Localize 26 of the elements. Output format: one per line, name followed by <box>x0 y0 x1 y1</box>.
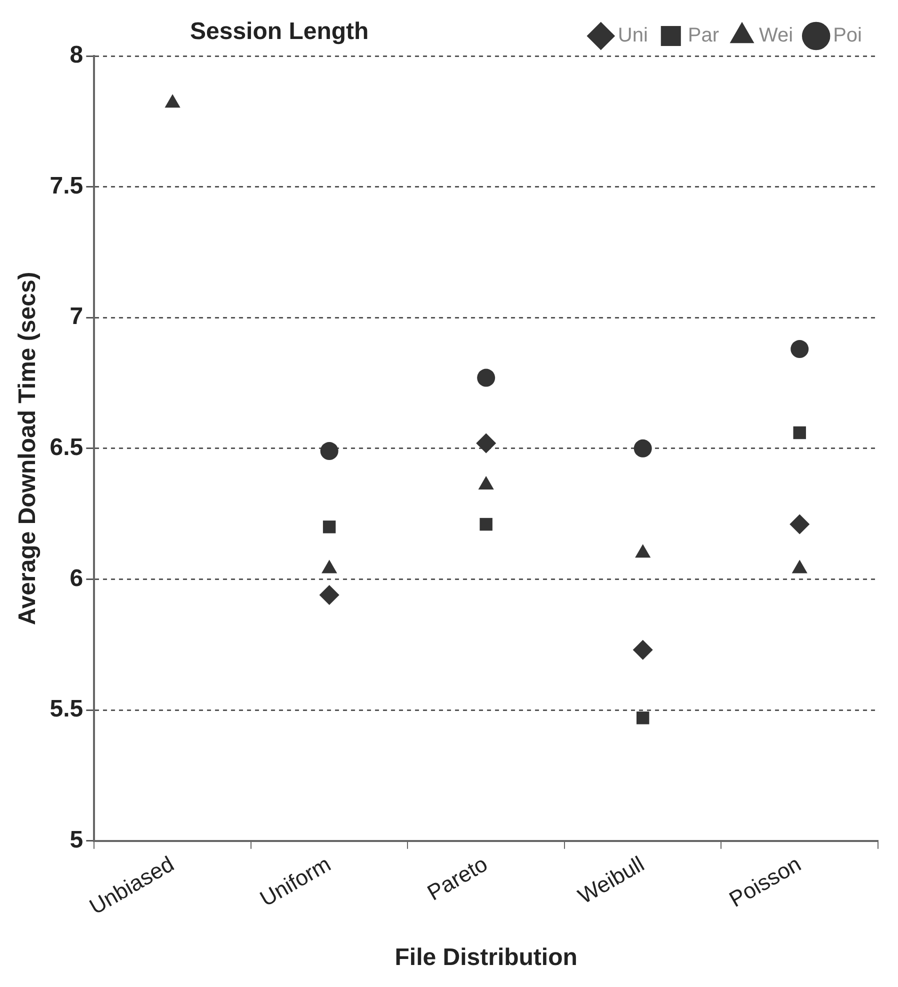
point <box>476 433 496 454</box>
point <box>322 520 336 534</box>
legend-label: Wei <box>759 24 794 47</box>
y-axis-title: Average Download Time (secs) <box>14 272 42 626</box>
point <box>790 514 810 534</box>
y-tick-label: 8 <box>70 42 84 69</box>
y-tick-label: 5 <box>70 826 84 854</box>
y-tick-label: 7.5 <box>50 172 84 200</box>
point <box>477 368 496 387</box>
point <box>793 426 806 440</box>
legend-label: Uni <box>618 24 648 47</box>
legend-label: Par <box>688 24 720 47</box>
legend-label: Poi <box>833 24 862 47</box>
y-tick-label: 7 <box>70 303 84 330</box>
point <box>634 439 652 458</box>
x-axis-title: File Distribution <box>394 944 578 972</box>
legend-title: Session Length <box>190 18 369 46</box>
point <box>632 640 653 660</box>
point <box>319 584 340 605</box>
y-tick-label: 5.5 <box>50 696 84 723</box>
point <box>790 340 809 358</box>
point <box>480 518 492 531</box>
y-tick-label: 6.5 <box>50 434 84 462</box>
y-tick-label: 6 <box>70 564 84 592</box>
point <box>636 712 650 724</box>
point <box>320 442 338 460</box>
